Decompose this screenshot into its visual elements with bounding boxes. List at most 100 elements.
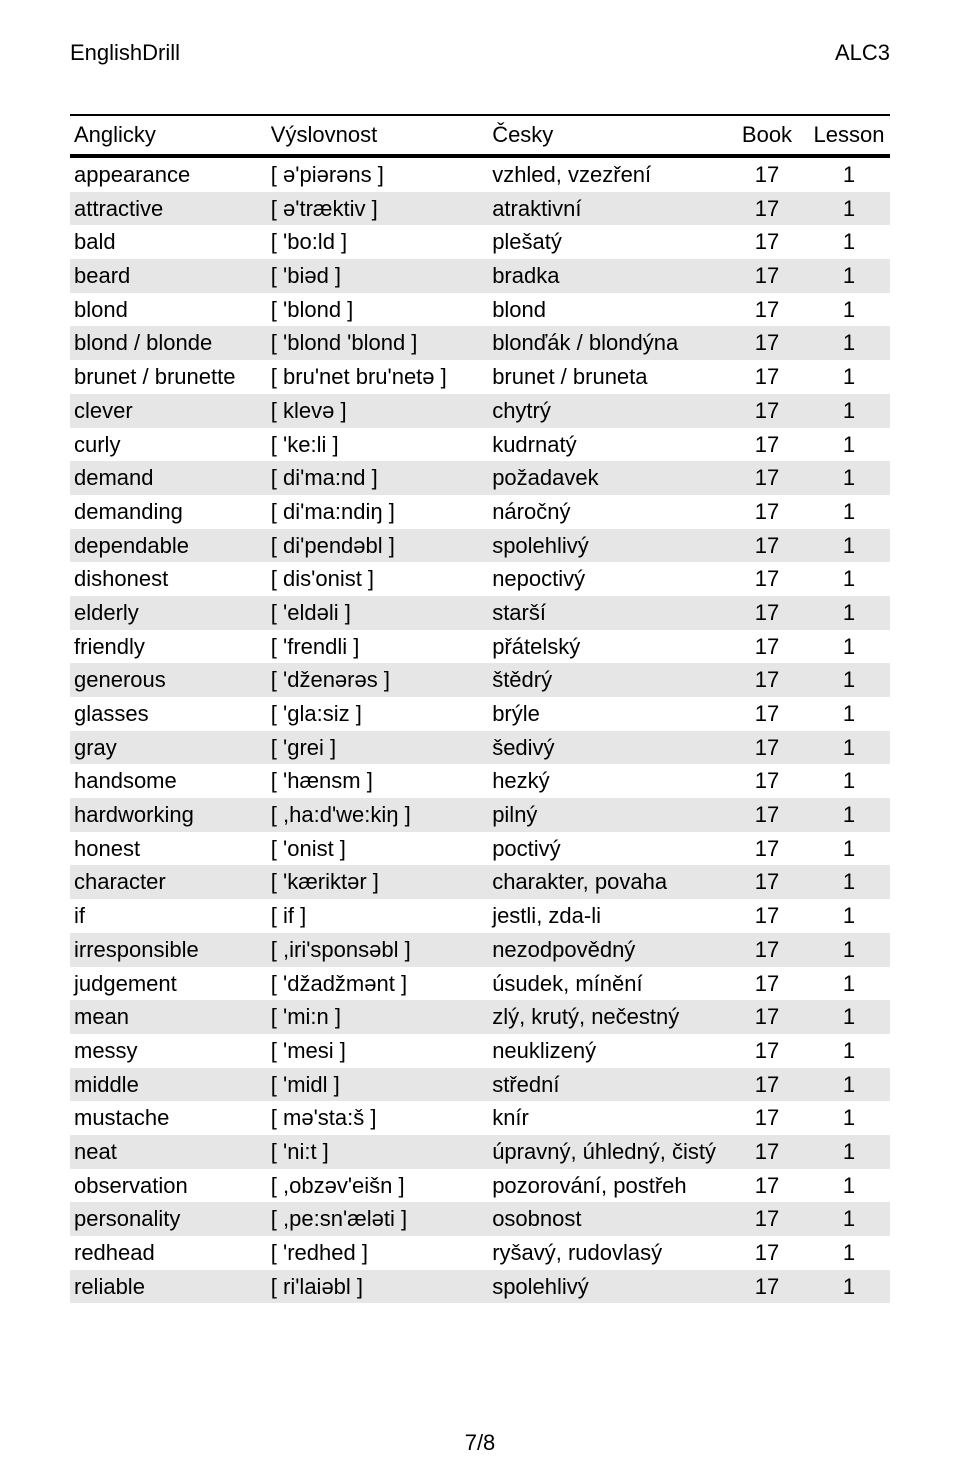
cell-lesson: 1	[808, 1236, 890, 1270]
cell-lesson: 1	[808, 832, 890, 866]
cell-book: 17	[726, 225, 808, 259]
table-row: redhead[ 'redhed ]ryšavý, rudovlasý171	[70, 1236, 890, 1270]
table-row: appearance[ ə'piərəns ]vzhled, vzezření1…	[70, 157, 890, 192]
cell-pronunciation: [ 'gla:siz ]	[267, 697, 488, 731]
cell-book: 17	[726, 731, 808, 765]
table-head: Anglicky Výslovnost Česky Book Lesson	[70, 115, 890, 157]
cell-lesson: 1	[808, 360, 890, 394]
cell-lesson: 1	[808, 428, 890, 462]
cell-lesson: 1	[808, 630, 890, 664]
cell-pronunciation: [ ,obzəv'eišn ]	[267, 1169, 488, 1203]
cell-lesson: 1	[808, 865, 890, 899]
table-header-row: Anglicky Výslovnost Česky Book Lesson	[70, 115, 890, 155]
cell-pronunciation: [ 'bo:ld ]	[267, 225, 488, 259]
cell-pronunciation: [ mə'sta:š ]	[267, 1101, 488, 1135]
table-row: attractive[ ə'træktiv ]atraktivní171	[70, 192, 890, 226]
cell-pronunciation: [ if ]	[267, 899, 488, 933]
cell-book: 17	[726, 1270, 808, 1304]
cell-book: 17	[726, 1169, 808, 1203]
cell-book: 17	[726, 428, 808, 462]
cell-pronunciation: [ 'mi:n ]	[267, 1000, 488, 1034]
cell-english: hardworking	[70, 798, 267, 832]
cell-book: 17	[726, 1101, 808, 1135]
cell-book: 17	[726, 1236, 808, 1270]
cell-czech: štědrý	[488, 663, 726, 697]
cell-czech: kudrnatý	[488, 428, 726, 462]
cell-lesson: 1	[808, 596, 890, 630]
cell-pronunciation: [ 'frendli ]	[267, 630, 488, 664]
table-row: handsome[ 'hænsm ]hezký171	[70, 764, 890, 798]
cell-english: clever	[70, 394, 267, 428]
cell-english: elderly	[70, 596, 267, 630]
cell-english: attractive	[70, 192, 267, 226]
cell-english: demanding	[70, 495, 267, 529]
cell-lesson: 1	[808, 1169, 890, 1203]
col-header-english: Anglicky	[70, 115, 267, 155]
cell-czech: ryšavý, rudovlasý	[488, 1236, 726, 1270]
cell-english: handsome	[70, 764, 267, 798]
cell-lesson: 1	[808, 1135, 890, 1169]
cell-english: reliable	[70, 1270, 267, 1304]
cell-lesson: 1	[808, 495, 890, 529]
cell-czech: neuklizený	[488, 1034, 726, 1068]
cell-book: 17	[726, 764, 808, 798]
cell-book: 17	[726, 1034, 808, 1068]
cell-pronunciation: [ ,ha:d'we:kiŋ ]	[267, 798, 488, 832]
cell-english: if	[70, 899, 267, 933]
document-page: EnglishDrill ALC3 Anglicky Výslovnost Če…	[0, 0, 960, 1484]
cell-lesson: 1	[808, 394, 890, 428]
cell-pronunciation: [ 'grei ]	[267, 731, 488, 765]
cell-pronunciation: [ 'ke:li ]	[267, 428, 488, 462]
cell-lesson: 1	[808, 764, 890, 798]
table-row: generous[ 'dženərəs ]štědrý171	[70, 663, 890, 697]
cell-pronunciation: [ di'ma:nd ]	[267, 461, 488, 495]
cell-book: 17	[726, 1000, 808, 1034]
cell-english: gray	[70, 731, 267, 765]
table-row: middle[ 'midl ]střední171	[70, 1068, 890, 1102]
vocab-table: Anglicky Výslovnost Česky Book Lesson ap…	[70, 114, 890, 1303]
cell-pronunciation: [ ri'laiəbl ]	[267, 1270, 488, 1304]
cell-lesson: 1	[808, 326, 890, 360]
table-row: observation[ ,obzəv'eišn ]pozorování, po…	[70, 1169, 890, 1203]
cell-pronunciation: [ di'ma:ndiŋ ]	[267, 495, 488, 529]
cell-book: 17	[726, 394, 808, 428]
cell-czech: spolehlivý	[488, 529, 726, 563]
cell-book: 17	[726, 360, 808, 394]
cell-book: 17	[726, 933, 808, 967]
cell-czech: hezký	[488, 764, 726, 798]
cell-book: 17	[726, 899, 808, 933]
cell-pronunciation: [ 'kæriktər ]	[267, 865, 488, 899]
table-row: character[ 'kæriktər ]charakter, povaha1…	[70, 865, 890, 899]
cell-czech: blond	[488, 293, 726, 327]
cell-book: 17	[726, 596, 808, 630]
cell-czech: poctivý	[488, 832, 726, 866]
col-header-czech: Česky	[488, 115, 726, 155]
table-row: personality[ ,pe:sn'æləti ]osobnost171	[70, 1202, 890, 1236]
cell-english: character	[70, 865, 267, 899]
cell-czech: bradka	[488, 259, 726, 293]
cell-english: appearance	[70, 157, 267, 192]
cell-lesson: 1	[808, 798, 890, 832]
cell-pronunciation: [ di'pendəbl ]	[267, 529, 488, 563]
cell-book: 17	[726, 832, 808, 866]
cell-pronunciation: [ 'hænsm ]	[267, 764, 488, 798]
cell-czech: nezodpovědný	[488, 933, 726, 967]
cell-lesson: 1	[808, 933, 890, 967]
cell-pronunciation: [ klevə ]	[267, 394, 488, 428]
cell-book: 17	[726, 529, 808, 563]
cell-book: 17	[726, 1068, 808, 1102]
page-header: EnglishDrill ALC3	[70, 40, 890, 66]
table-row: hardworking[ ,ha:d'we:kiŋ ]pilný171	[70, 798, 890, 832]
cell-book: 17	[726, 259, 808, 293]
cell-book: 17	[726, 967, 808, 1001]
header-right: ALC3	[835, 40, 890, 66]
cell-english: irresponsible	[70, 933, 267, 967]
table-row: curly[ 'ke:li ]kudrnatý171	[70, 428, 890, 462]
cell-pronunciation: [ 'biəd ]	[267, 259, 488, 293]
cell-czech: šedivý	[488, 731, 726, 765]
cell-english: neat	[70, 1135, 267, 1169]
cell-book: 17	[726, 562, 808, 596]
cell-english: personality	[70, 1202, 267, 1236]
cell-book: 17	[726, 495, 808, 529]
cell-book: 17	[726, 663, 808, 697]
